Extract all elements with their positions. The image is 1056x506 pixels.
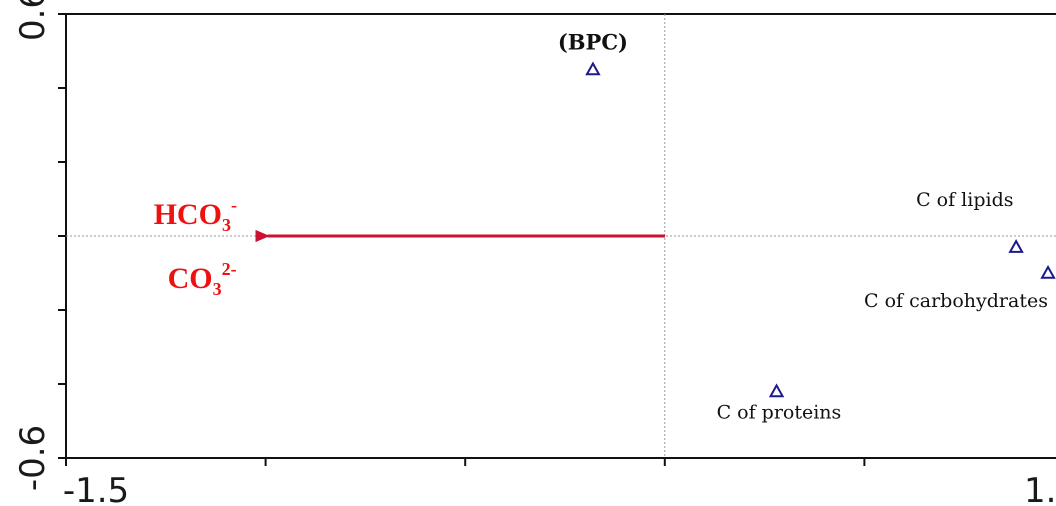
triangle-point [1008,239,1024,253]
y-tick-label: 0.6 [13,0,53,41]
triangle-point [768,383,785,398]
x-tick-label: 1.0 [1024,471,1056,506]
point-label: (BPC) [558,30,628,55]
x-tick-label: -1.5 [63,471,129,506]
point-label: C of carbohydrates [864,290,1048,312]
y-tick-label: -0.6 [13,425,53,491]
triangle-point [1040,264,1056,279]
point-label: C of lipids [916,189,1013,211]
point-label: C of proteins [717,401,842,423]
vector-label: CO32- [168,259,237,299]
triangle-point [585,61,601,76]
vector-label: HCO3- [154,195,237,235]
